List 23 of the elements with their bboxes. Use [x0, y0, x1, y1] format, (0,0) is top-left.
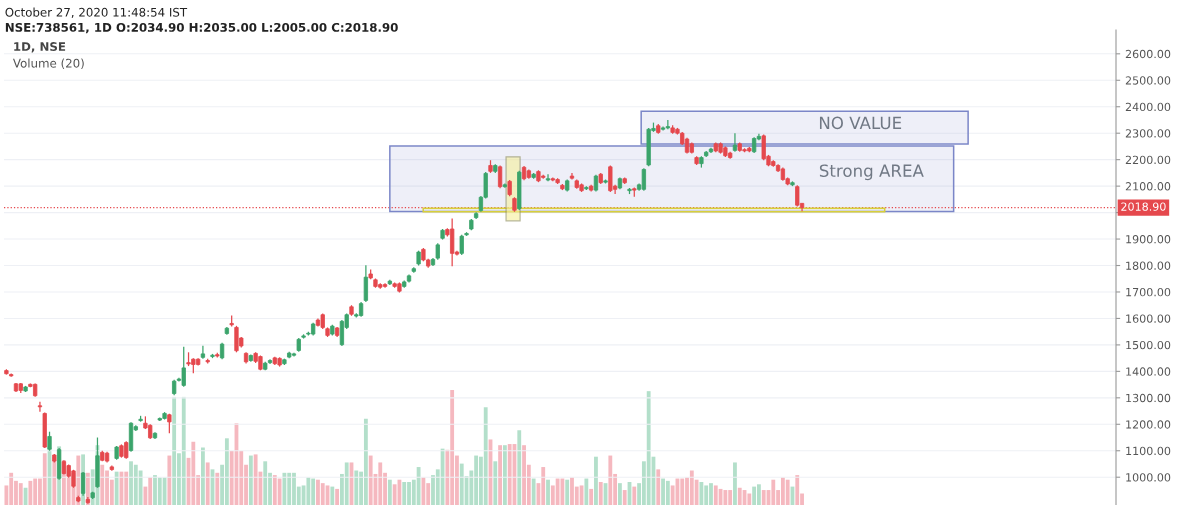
annotation: 1D, NSE — [14, 42, 66, 53]
y-tick-label: 1000.00 — [1126, 473, 1171, 482]
band-label: Strong AREA — [819, 164, 924, 181]
ref-line-label: 2018.90 — [1121, 202, 1166, 211]
y-tick-label: 1200.00 — [1126, 420, 1171, 429]
y-tick-label: 1800.00 — [1126, 261, 1171, 270]
y-tick-label: 1400.00 — [1126, 367, 1171, 376]
y-tick-label: 1300.00 — [1126, 393, 1171, 403]
y-tick-label: 1700.00 — [1126, 287, 1171, 297]
band-label: NO VALUE — [819, 116, 902, 130]
y-tick-label: 1100.00 — [1126, 446, 1171, 456]
y-tick-label: 2200.00 — [1125, 155, 1171, 165]
y-tick-label: 2400.00 — [1125, 102, 1171, 112]
y-tick-label: 2600.00 — [1125, 49, 1171, 59]
y-tick-label: 2100.00 — [1125, 182, 1171, 191]
y-tick-label: 2300.00 — [1125, 129, 1171, 138]
y-tick-label: 2500.00 — [1125, 76, 1171, 85]
y-tick-label: 1600.00 — [1126, 314, 1171, 323]
y-tick-label: 1500.00 — [1126, 340, 1171, 350]
chart-title: October 27, 2020 11:48:54 IST — [5, 7, 188, 18]
chart-subtitle: NSE:738561, 1D O:2034.90 H:2035.00 L:2005.00 C:2018.90 — [5, 22, 398, 34]
y-tick-label: 1900.00 — [1126, 235, 1171, 244]
annotation: Volume (20) — [12, 58, 84, 70]
